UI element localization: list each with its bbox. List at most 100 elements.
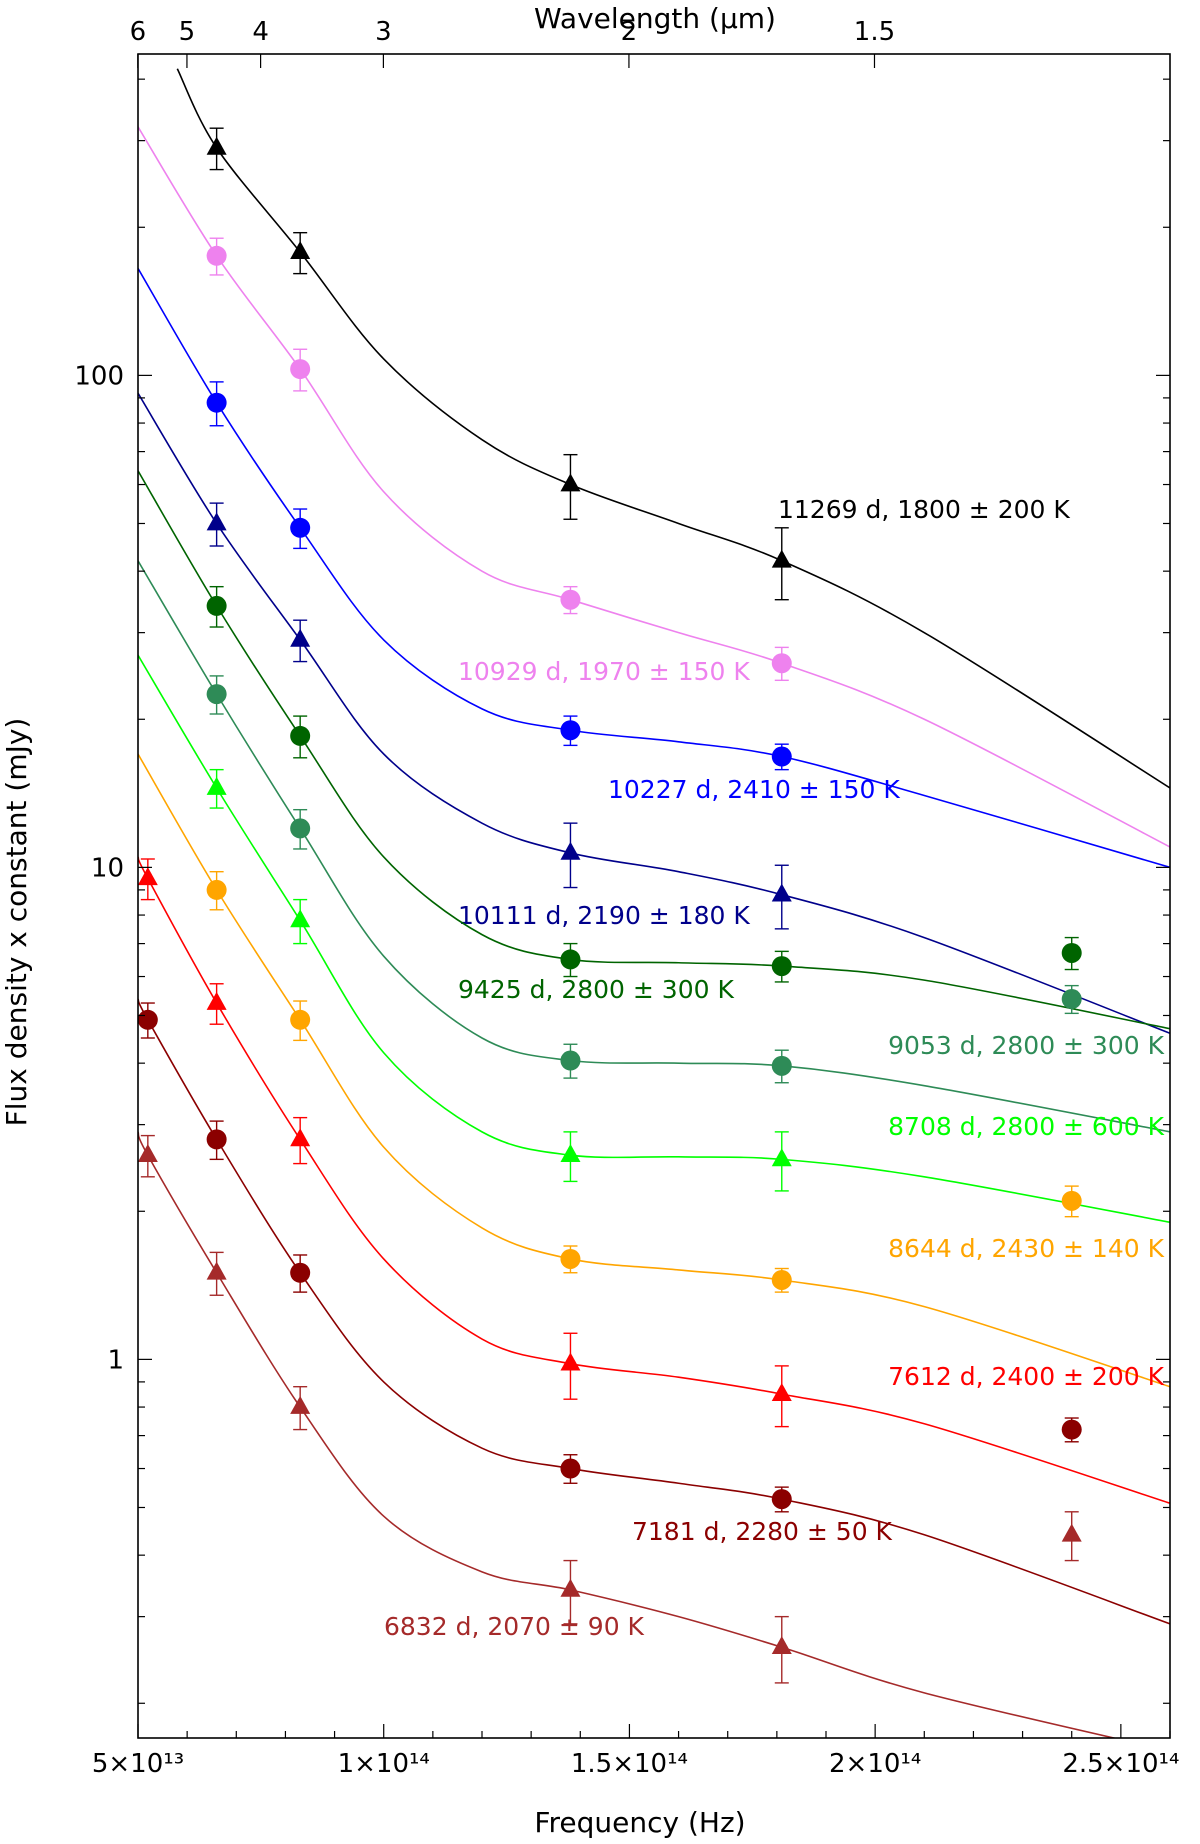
data-point-circle — [1061, 989, 1082, 1010]
series-label-10227-d: 10227 d, 2410 ± 150 K — [608, 775, 900, 804]
data-point-triangle — [771, 1382, 792, 1401]
data-point-circle — [771, 1055, 792, 1076]
data-point-triangle — [206, 991, 227, 1010]
series-label-9425-d: 9425 d, 2800 ± 300 K — [458, 975, 734, 1004]
series-9053-d: 9053 d, 2800 ± 300 K — [138, 560, 1170, 1133]
data-point-circle — [206, 684, 227, 705]
series-label-10111-d: 10111 d, 2190 ± 180 K — [458, 901, 750, 930]
series-layer: 11269 d, 1800 ± 200 K 10929 d, 1970 ± 150… — [137, 68, 1170, 1738]
fit-curve-8644-d — [138, 753, 1170, 1388]
top-tick-label: 2 — [621, 17, 638, 47]
series-10227-d: 10227 d, 2410 ± 150 K — [138, 267, 1170, 869]
top-tick-label: 6 — [130, 17, 147, 47]
data-point-triangle — [290, 1395, 311, 1414]
data-point-triangle — [206, 1261, 227, 1280]
data-point-triangle — [290, 241, 311, 260]
top-tick-label: 1.5 — [854, 17, 895, 47]
data-point-triangle — [560, 841, 581, 860]
data-point-circle — [560, 1050, 581, 1071]
fit-curve-10111-d — [138, 392, 1170, 1035]
series-11269-d: 11269 d, 1800 ± 200 K — [176, 68, 1170, 789]
data-point-triangle — [771, 549, 792, 568]
data-point-triangle — [137, 1144, 158, 1163]
data-point-circle — [290, 1262, 311, 1283]
data-point-triangle — [771, 883, 792, 902]
series-7612-d: 7612 d, 2400 ± 200 K — [137, 856, 1170, 1505]
data-point-triangle — [206, 136, 227, 155]
series-9425-d: 9425 d, 2800 ± 300 K — [138, 470, 1170, 1030]
data-point-triangle — [206, 776, 227, 795]
x-tick-label: 2×10¹⁴ — [829, 1749, 921, 1779]
data-point-circle — [771, 1489, 792, 1510]
data-point-circle — [560, 1458, 581, 1479]
data-point-circle — [206, 245, 227, 266]
series-label-6832-d: 6832 d, 2070 ± 90 K — [384, 1612, 645, 1641]
data-point-circle — [560, 589, 581, 610]
data-point-triangle — [206, 512, 227, 531]
series-label-9053-d: 9053 d, 2800 ± 300 K — [888, 1031, 1164, 1060]
series-label-8708-d: 8708 d, 2800 ± 600 K — [888, 1112, 1164, 1141]
x-tick-label: 1.5×10¹⁴ — [571, 1749, 688, 1779]
axes-layer: 5×10¹³ 1×10¹⁴ 1.5×10¹⁴ 2×10¹⁴ 2.5×10¹⁴ 1 10 100… — [74, 17, 1179, 1779]
data-point-circle — [290, 359, 311, 380]
data-point-circle — [290, 1009, 311, 1030]
series-8708-d: 8708 d, 2800 ± 600 K — [138, 654, 1170, 1224]
data-point-circle — [560, 720, 581, 741]
data-point-triangle — [560, 473, 581, 492]
data-point-triangle — [1061, 1523, 1082, 1542]
data-point-triangle — [560, 1144, 581, 1163]
data-point-circle — [771, 956, 792, 977]
data-point-circle — [560, 949, 581, 970]
data-point-triangle — [137, 867, 158, 886]
y-tick-label: 100 — [74, 361, 124, 391]
data-point-circle — [771, 1269, 792, 1290]
y-tick-label: 1 — [107, 1345, 124, 1375]
data-point-circle — [290, 818, 311, 839]
data-point-triangle — [290, 628, 311, 647]
series-label-10929-d: 10929 d, 1970 ± 150 K — [458, 657, 750, 686]
data-point-triangle — [290, 909, 311, 928]
data-point-triangle — [560, 1578, 581, 1597]
series-10111-d: 10111 d, 2190 ± 180 K — [138, 392, 1170, 1035]
x-axis-title: Frequency (Hz) — [534, 1806, 745, 1839]
fit-curve-10227-d — [138, 267, 1170, 869]
data-point-circle — [206, 392, 227, 413]
data-point-circle — [1061, 1190, 1082, 1211]
data-point-triangle — [771, 1148, 792, 1167]
fit-curve-7612-d — [138, 856, 1170, 1505]
plot-frame — [137, 53, 1171, 1739]
data-point-circle — [771, 653, 792, 674]
fit-curve-9053-d — [138, 560, 1170, 1133]
fit-curve-10929-d — [138, 126, 1170, 848]
series-6832-d: 6832 d, 2070 ± 90 K — [137, 1131, 1118, 1738]
fit-curve-11269-d — [176, 68, 1170, 789]
data-point-circle — [137, 1009, 158, 1030]
data-point-circle — [206, 595, 227, 616]
y-tick-label: 10 — [91, 853, 124, 883]
data-point-circle — [290, 725, 311, 746]
series-10929-d: 10929 d, 1970 ± 150 K — [138, 126, 1170, 848]
series-7181-d: 7181 d, 2280 ± 50 K — [137, 998, 1170, 1625]
data-point-triangle — [290, 1128, 311, 1147]
top-tick-label: 5 — [179, 17, 196, 47]
series-8644-d: 8644 d, 2430 ± 140 K — [138, 753, 1170, 1388]
series-label-7612-d: 7612 d, 2400 ± 200 K — [888, 1362, 1164, 1391]
x-tick-label: 1×10¹⁴ — [338, 1749, 430, 1779]
x-tick-label: 2.5×10¹⁴ — [1062, 1749, 1179, 1779]
x-tick-label: 5×10¹³ — [92, 1749, 184, 1779]
data-point-circle — [1061, 1419, 1082, 1440]
top-tick-label: 4 — [252, 17, 269, 47]
data-point-circle — [560, 1248, 581, 1269]
top-axis-title: Wavelength (μm) — [534, 2, 776, 35]
y-axis-title: Flux density x constant (mJy) — [0, 718, 33, 1127]
top-tick-label: 3 — [375, 17, 392, 47]
data-point-circle — [206, 1129, 227, 1150]
series-label-7181-d: 7181 d, 2280 ± 50 K — [632, 1517, 893, 1546]
fit-curve-8708-d — [138, 654, 1170, 1224]
data-point-circle — [771, 746, 792, 767]
data-point-triangle — [560, 1352, 581, 1371]
fit-curve-6832-d — [138, 1131, 1118, 1738]
fit-curve-9425-d — [138, 470, 1170, 1030]
data-point-circle — [206, 879, 227, 900]
